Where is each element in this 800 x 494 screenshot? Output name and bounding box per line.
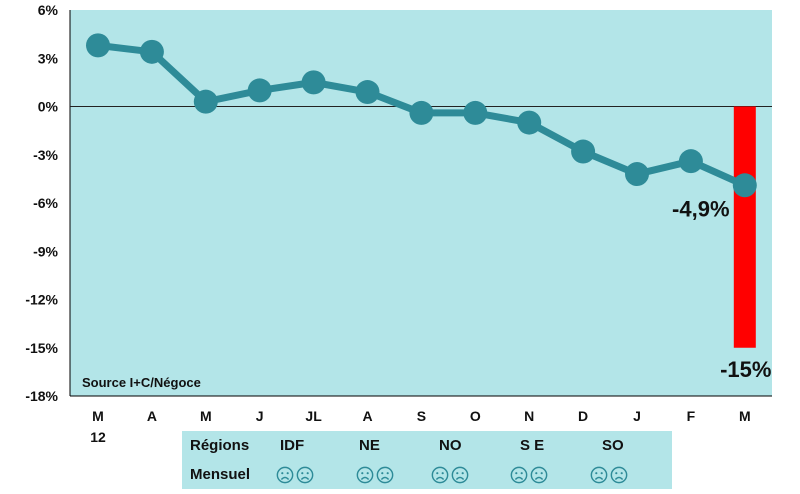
data-label-last-point: -4,9% (672, 196, 729, 221)
mensuel-idf (276, 460, 316, 489)
sad-face-icon (356, 466, 374, 484)
y-tick-label: -3% (33, 147, 58, 163)
regions-table: Régions IDF NE NO S E SO Mensuel (182, 431, 672, 489)
x-tick-label: J (633, 408, 641, 424)
data-point (301, 70, 326, 95)
x-tick-label: N (524, 408, 534, 424)
y-tick-label: -12% (25, 292, 58, 308)
sad-face-icon (590, 466, 608, 484)
sad-face-icon (276, 466, 294, 484)
sad-face-icon (530, 466, 548, 484)
sad-face-icon (376, 466, 394, 484)
region-so: SO (602, 437, 624, 454)
region-no: NO (439, 437, 462, 454)
sad-face-icon (451, 466, 469, 484)
x-tick-sublabel: 12 (90, 429, 106, 445)
x-tick-label: O (470, 408, 481, 424)
data-point (463, 100, 488, 125)
bar-march (733, 106, 756, 348)
data-label-bar: -15% (720, 357, 771, 382)
data-point (355, 80, 380, 105)
x-tick-label: M (92, 408, 104, 424)
data-point (247, 78, 272, 103)
y-tick-label: 0% (38, 99, 59, 115)
x-tick-label: M (739, 408, 751, 424)
data-point (86, 33, 110, 58)
plot-area (70, 10, 772, 396)
data-point (625, 162, 649, 187)
x-tick-label: S (417, 408, 426, 424)
region-idf: IDF (280, 437, 305, 454)
y-tick-label: 6% (38, 2, 59, 18)
source-annotation: Source I+C/Négoce (82, 375, 201, 390)
mensuel-se (510, 460, 550, 489)
data-point (517, 110, 542, 135)
y-tick-label: 3% (38, 50, 59, 66)
monthly-row: Mensuel (182, 460, 672, 489)
sad-face-icon (610, 466, 628, 484)
data-point (139, 39, 164, 64)
x-tick-label: J (256, 408, 264, 424)
y-tick-label: -6% (33, 195, 58, 211)
x-tick-label: A (362, 408, 372, 424)
data-point (571, 139, 596, 164)
region-ne: NE (359, 437, 380, 454)
sad-face-icon (431, 466, 449, 484)
region-se: S E (520, 437, 545, 454)
x-tick-label: F (687, 408, 696, 424)
x-tick-label: M (200, 408, 212, 424)
sad-face-icon (296, 466, 314, 484)
row-label-mensuel: Mensuel (190, 466, 251, 483)
sad-face-icon (510, 466, 528, 484)
data-point (678, 149, 703, 174)
y-tick-label: -18% (25, 388, 58, 404)
x-tick-label: A (147, 408, 157, 424)
regions-row: Régions IDF NE NO S E SO (182, 431, 672, 460)
data-point (732, 173, 757, 198)
mensuel-so (590, 460, 630, 489)
mensuel-ne (356, 460, 396, 489)
data-point (193, 89, 218, 114)
x-tick-label: JL (305, 408, 322, 424)
row-label-regions: Régions (190, 437, 250, 454)
mensuel-no (431, 460, 471, 489)
y-tick-label: -15% (25, 340, 58, 356)
y-tick-label: -9% (33, 243, 58, 259)
data-point (409, 100, 434, 125)
x-tick-label: D (578, 408, 588, 424)
